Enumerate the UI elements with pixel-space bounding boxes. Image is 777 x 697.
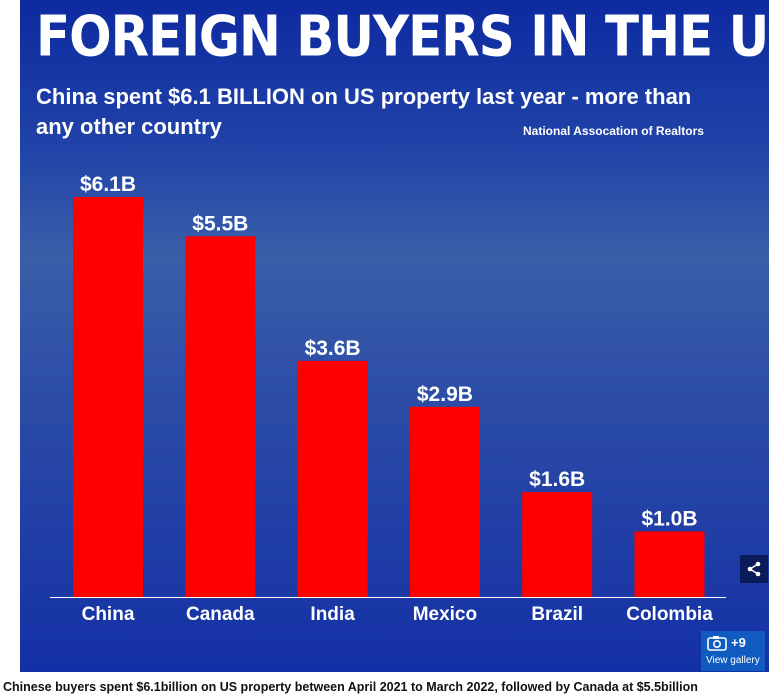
category-label-canada: Canada: [186, 604, 255, 625]
view-gallery-button[interactable]: +9 View gallery: [701, 631, 765, 671]
category-label-colombia: Colombia: [626, 604, 713, 625]
category-label-india: India: [310, 604, 355, 625]
bar-mexico: [409, 406, 480, 597]
chart-title: FOREIGN BUYERS IN THE US: [36, 4, 777, 69]
camera-icon: [707, 636, 727, 651]
category-label-china: China: [82, 604, 135, 625]
data-label-colombia: $1.0B: [641, 507, 697, 530]
gallery-label: View gallery: [706, 655, 760, 666]
data-label-canada: $5.5B: [192, 212, 248, 235]
category-label-brazil: Brazil: [531, 604, 583, 625]
share-button[interactable]: [740, 555, 768, 583]
category-label-mexico: Mexico: [413, 604, 477, 625]
chart-source: National Assocation of Realtors: [523, 124, 704, 138]
data-label-china: $6.1B: [80, 173, 136, 196]
chart-panel: FOREIGN BUYERS IN THE US China spent $6.…: [20, 0, 777, 672]
share-icon: [747, 561, 761, 577]
gallery-count: +9: [731, 635, 746, 650]
chart-subtitle: China spent $6.1 BILLION on US property …: [36, 84, 692, 139]
bar-india: [297, 360, 368, 597]
bar-china: [73, 197, 143, 597]
data-label-mexico: $2.9B: [417, 383, 473, 406]
bar-brazil: [522, 492, 593, 597]
bar-colombia: [634, 531, 705, 597]
data-label-india: $3.6B: [305, 337, 361, 360]
image-caption: Chinese buyers spent $6.1billion on US p…: [3, 680, 698, 694]
bar-chart: $6.1B China $5.5B Canada $3.6B India $2.9B Mexi…: [50, 173, 726, 625]
data-label-brazil: $1.6B: [529, 468, 585, 491]
bar-canada: [185, 236, 256, 597]
